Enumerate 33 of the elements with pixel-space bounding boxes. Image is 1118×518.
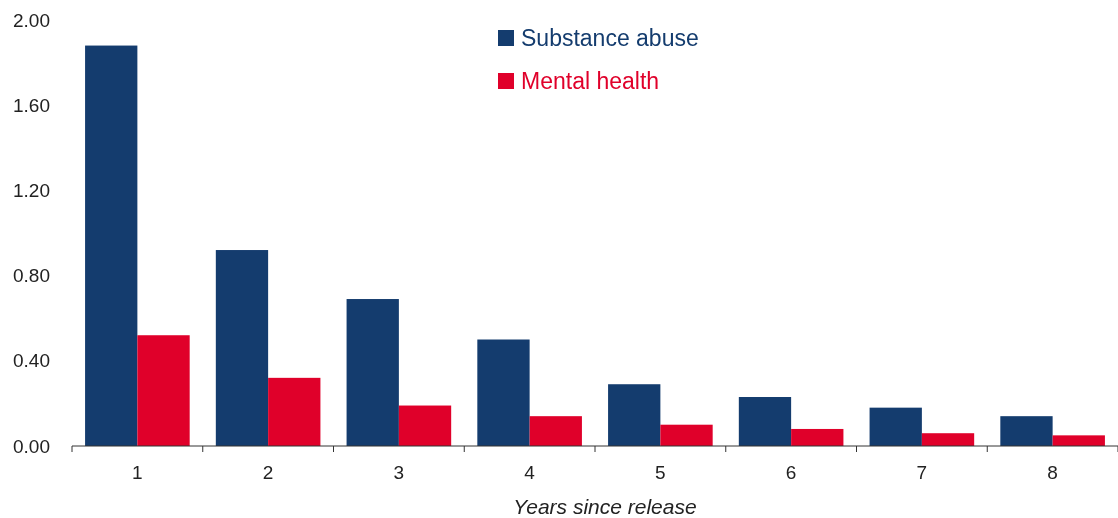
bar (738, 397, 792, 446)
bar (268, 377, 321, 446)
bar (608, 384, 661, 446)
x-tick-label: 1 (132, 462, 143, 483)
bar (791, 428, 844, 446)
bar (1000, 416, 1053, 446)
bar (477, 339, 530, 446)
bar (398, 405, 452, 446)
bar (921, 433, 975, 446)
bar (869, 407, 922, 446)
bar (137, 335, 190, 446)
y-tick-label: 0.80 (13, 265, 50, 287)
bar (215, 250, 269, 446)
x-tick-label: 2 (262, 462, 274, 483)
x-tick-label: 3 (393, 462, 405, 483)
y-tick-label: 2.00 (13, 9, 50, 31)
x-tick-label: 4 (524, 462, 536, 483)
bar (85, 45, 138, 446)
legend-label: Substance abuse (521, 25, 699, 52)
y-tick-label: 1.20 (13, 180, 50, 202)
bar (346, 299, 399, 446)
x-tick-label: 8 (1047, 462, 1058, 483)
y-tick-label: 1.60 (13, 94, 50, 116)
bar (1052, 435, 1105, 446)
x-tick-label: 6 (785, 462, 797, 483)
x-axis-title: Years since release (513, 495, 697, 518)
bar (529, 416, 582, 446)
x-tick-label: 5 (655, 462, 666, 483)
bar (660, 424, 713, 446)
x-tick-label: 7 (916, 462, 928, 483)
legend-label: Mental health (521, 68, 660, 95)
y-tick-label: 0.00 (13, 435, 50, 457)
y-tick-label: 0.40 (13, 350, 50, 372)
